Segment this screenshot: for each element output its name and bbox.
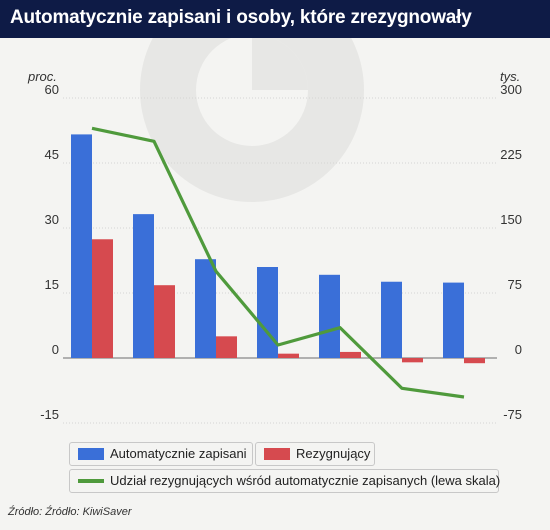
- line-series: [91, 126, 465, 399]
- bar-resign: [216, 336, 237, 358]
- legend-label-share: Udział rezygnujących wśród automatycznie…: [110, 473, 501, 488]
- right-tick-label: 75: [508, 277, 522, 292]
- right-tick-label: 225: [500, 147, 522, 162]
- bar-resign: [278, 353, 299, 358]
- left-tick-label: 0: [52, 342, 59, 357]
- right-tick-label: 150: [500, 212, 522, 227]
- left-tick-label: 30: [45, 212, 59, 227]
- bar-auto: [443, 282, 464, 358]
- bar-resign: [402, 358, 423, 363]
- source-note: Źródło: Źródło: KiwiSaver: [8, 506, 132, 518]
- chart-title: Automatycznie zapisani i osoby, które zr…: [10, 7, 472, 28]
- legend-item-auto: Automatycznie zapisani: [69, 442, 253, 466]
- line-share: [91, 126, 465, 399]
- bar-auto: [381, 281, 402, 358]
- bar-resign: [340, 351, 361, 358]
- legend-item-share: Udział rezygnujących wśród automatycznie…: [69, 469, 501, 493]
- legend-label-auto: Automatycznie zapisani: [110, 446, 247, 461]
- legend-label-resign: Rezygnujący: [296, 446, 371, 461]
- legend-swatch-green: [78, 479, 104, 483]
- left-tick-label: 60: [45, 82, 59, 97]
- legend-item-resign: Rezygnujący: [255, 442, 375, 466]
- legend-swatch-red: [264, 448, 290, 460]
- bar-auto: [195, 259, 216, 358]
- left-axis-unit: proc.: [27, 69, 57, 84]
- left-tick-label: -15: [40, 407, 59, 422]
- bar-resign: [464, 358, 485, 364]
- bars: [71, 134, 485, 364]
- watermark-wedge: [252, 38, 308, 90]
- bar-resign: [154, 285, 175, 358]
- bar-auto: [257, 267, 278, 358]
- right-tick-label: -75: [503, 407, 522, 422]
- title-bar: Automatycznie zapisani i osoby, które zr…: [0, 0, 550, 38]
- bar-auto: [71, 134, 92, 358]
- right-tick-label: 300: [500, 82, 522, 97]
- bar-resign: [92, 239, 113, 358]
- right-axis-unit: tys.: [500, 69, 520, 84]
- left-tick-label: 45: [45, 147, 59, 162]
- watermark-logo: [140, 38, 364, 202]
- bar-auto: [319, 274, 340, 358]
- chart: proc. tys. -15 0 15 30 45 60 -75 0 75 150 225 300: [27, 38, 522, 424]
- axis-labels: proc. tys. -15 0 15 30 45 60 -75 0 75 150 225 300: [27, 69, 522, 422]
- legend-swatch-blue: [78, 448, 104, 460]
- right-tick-label: 0: [515, 342, 522, 357]
- left-tick-label: 15: [45, 277, 59, 292]
- bar-auto: [133, 214, 154, 358]
